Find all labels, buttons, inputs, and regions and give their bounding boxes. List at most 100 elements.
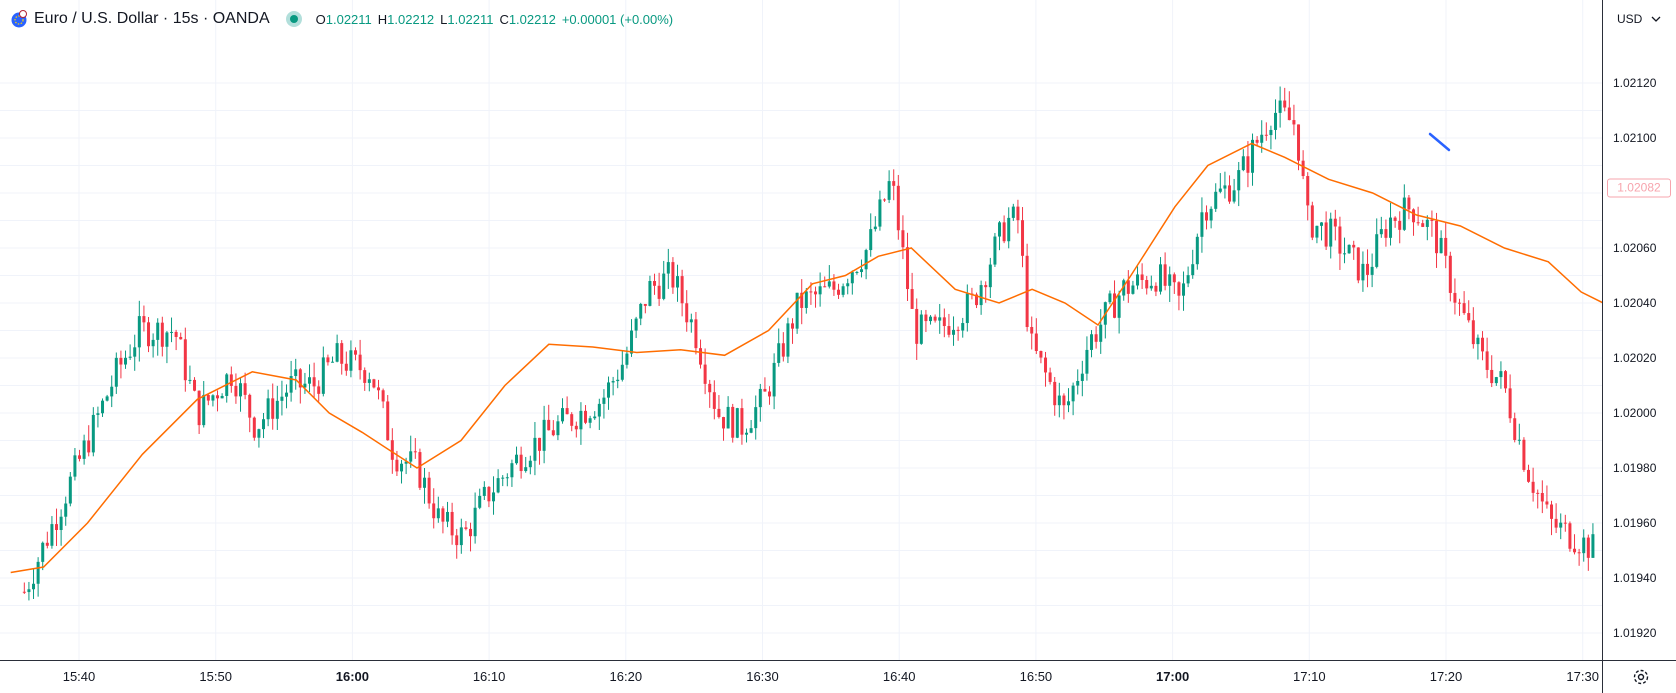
gear-icon[interactable]	[1631, 667, 1651, 687]
candle-body	[427, 477, 431, 504]
candle-body	[262, 419, 266, 430]
candle-body	[492, 492, 496, 502]
candle-body	[777, 343, 781, 363]
candle-body	[165, 332, 169, 347]
candle-body	[1094, 334, 1098, 342]
price-chart[interactable]	[0, 0, 1604, 660]
candle-body	[1458, 302, 1462, 304]
candle-body	[160, 322, 164, 347]
symbol-title[interactable]: Euro / U.S. Dollar · 15s · OANDA	[34, 10, 270, 27]
candle-body	[1568, 523, 1572, 549]
eurusd-flag-icon[interactable]	[10, 10, 28, 28]
candle-body	[1329, 218, 1333, 247]
candle-body	[814, 291, 818, 295]
candle-body	[1131, 285, 1135, 294]
time-tick-label: 15:40	[62, 669, 96, 684]
scale-corner	[1602, 660, 1676, 693]
price-tick-label: 1.02060	[1613, 241, 1657, 255]
candle-body	[602, 397, 606, 404]
ohlc-change: +0.00001 (+0.00%)	[561, 11, 674, 27]
candle-body	[809, 291, 813, 293]
candle-body	[533, 437, 537, 461]
candle-body	[933, 316, 937, 321]
candle-body	[1278, 100, 1282, 113]
candle-body	[1343, 253, 1347, 255]
candle-body	[1536, 492, 1540, 494]
candle-body	[616, 379, 620, 382]
candle-body	[1159, 264, 1163, 292]
candle-body	[1430, 219, 1434, 221]
candle-body	[252, 417, 256, 438]
candle-body	[1582, 537, 1586, 554]
candle-body	[101, 400, 105, 414]
chart-pane[interactable]: Euro / U.S. Dollar · 15s · OANDA O1.0221…	[0, 0, 1604, 660]
candle-body	[340, 343, 344, 364]
time-tick-label: 17:30	[1566, 669, 1599, 684]
candle-body	[1021, 220, 1025, 256]
candle-body	[482, 486, 486, 496]
ohlc-open: O1.02211	[315, 11, 372, 27]
candle-body	[1324, 222, 1328, 247]
candle-body	[114, 357, 118, 387]
candle-body	[634, 318, 638, 331]
candle-body	[372, 379, 376, 388]
time-tick-label: 15:50	[199, 669, 232, 684]
candle-body	[326, 357, 330, 363]
candle-body	[478, 495, 482, 508]
candle-body	[607, 382, 611, 398]
candle-body	[386, 401, 390, 441]
candle-body	[91, 414, 95, 453]
candle-body	[1402, 197, 1406, 230]
candle-body	[220, 395, 224, 399]
candle-body	[1002, 222, 1006, 242]
candle-body	[243, 383, 247, 395]
candle-body	[50, 524, 54, 546]
candle-body	[41, 542, 45, 562]
candle-body	[1218, 188, 1222, 192]
candle-body	[496, 478, 500, 493]
time-tick-label: 16:50	[1019, 669, 1053, 684]
candle-body	[1191, 264, 1195, 276]
candle-body	[1527, 469, 1531, 482]
candle-body	[919, 314, 923, 344]
candle-body	[883, 199, 887, 201]
candle-body	[174, 331, 178, 337]
time-tick-label: 17:00	[1155, 669, 1190, 684]
candle-body	[1531, 481, 1535, 493]
candle-body	[1586, 537, 1590, 558]
candle-body	[308, 377, 312, 384]
candle-body	[436, 508, 440, 519]
candle-body	[1172, 274, 1176, 283]
time-tick-label: 16:20	[609, 669, 643, 684]
candle-body	[1287, 107, 1291, 121]
price-tick-label: 1.01940	[1613, 571, 1657, 585]
candle-body	[280, 396, 284, 401]
candle-body	[1034, 333, 1038, 352]
candle-body	[1085, 349, 1089, 374]
candle-body	[156, 322, 160, 340]
candle-body	[1379, 229, 1383, 235]
time-scale[interactable]: 15:40 15:50 16:00 16:10 16:20 16:30 16:40 16:50…	[0, 660, 1602, 693]
candle-body	[786, 323, 790, 357]
market-status-icon[interactable]	[285, 11, 302, 27]
candle-body	[694, 319, 698, 349]
price-scale[interactable]: USD 1.02120 1.02100 1.02060 1.02040 1.02020 1…	[1602, 0, 1676, 692]
candle-body	[901, 230, 905, 248]
candle-body	[1591, 534, 1595, 558]
candle-body	[147, 322, 151, 347]
candle-body	[1071, 385, 1075, 402]
candle-body	[1205, 212, 1209, 221]
candle-body	[657, 285, 661, 299]
candle-body	[193, 379, 197, 391]
candle-body	[947, 326, 951, 335]
candle-body	[1177, 282, 1181, 296]
candle-body	[1145, 280, 1149, 289]
candle-body	[1209, 208, 1213, 221]
candle-body	[1126, 280, 1130, 294]
candle-body	[45, 542, 49, 546]
currency-selector[interactable]: USD	[1611, 8, 1667, 30]
candle-body	[206, 394, 210, 401]
candle-body	[266, 398, 270, 420]
candle-body	[1476, 337, 1480, 345]
candle-body	[1274, 112, 1278, 130]
